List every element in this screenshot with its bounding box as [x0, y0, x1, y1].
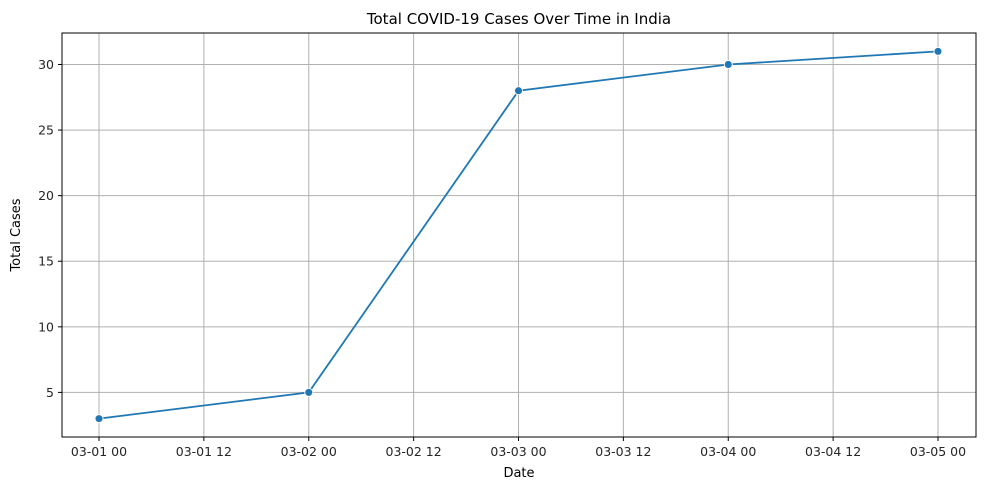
- x-tick-label: 03-02 12: [386, 444, 442, 459]
- series-layer: [94, 46, 943, 424]
- y-tick-label: 25: [38, 123, 54, 138]
- x-tick-label: 03-01 00: [71, 444, 127, 459]
- data-point: [933, 46, 943, 56]
- y-tick-label: 20: [38, 188, 54, 203]
- y-tick-label: 15: [38, 254, 54, 269]
- y-tick-label: 30: [38, 57, 54, 72]
- x-tick-label: 03-02 00: [281, 444, 337, 459]
- data-point: [723, 60, 733, 69]
- data-point: [514, 86, 523, 96]
- y-axis: 5 10 15 20 25 30: [38, 57, 62, 400]
- x-tick-label: 03-05 00: [910, 444, 966, 459]
- x-tick-label: 03-04 12: [805, 444, 861, 459]
- chart-title: Total COVID-19 Cases Over Time in India: [366, 10, 671, 28]
- x-axis-label: Date: [503, 466, 534, 481]
- x-tick-label: 03-01 12: [176, 444, 232, 459]
- y-axis-label: Total Cases: [9, 198, 24, 272]
- y-tick-label: 5: [46, 385, 54, 400]
- grid: [62, 33, 976, 437]
- data-point: [304, 387, 314, 397]
- x-axis: 03-01 00 03-01 12 03-02 00 03-02 12 03-03 00…: [71, 437, 966, 459]
- x-tick-label: 03-04 00: [700, 444, 756, 459]
- data-point: [94, 414, 104, 424]
- y-tick-label: 10: [38, 319, 54, 334]
- x-tick-label: 03-03 12: [595, 444, 651, 459]
- x-tick-label: 03-03 00: [490, 444, 546, 459]
